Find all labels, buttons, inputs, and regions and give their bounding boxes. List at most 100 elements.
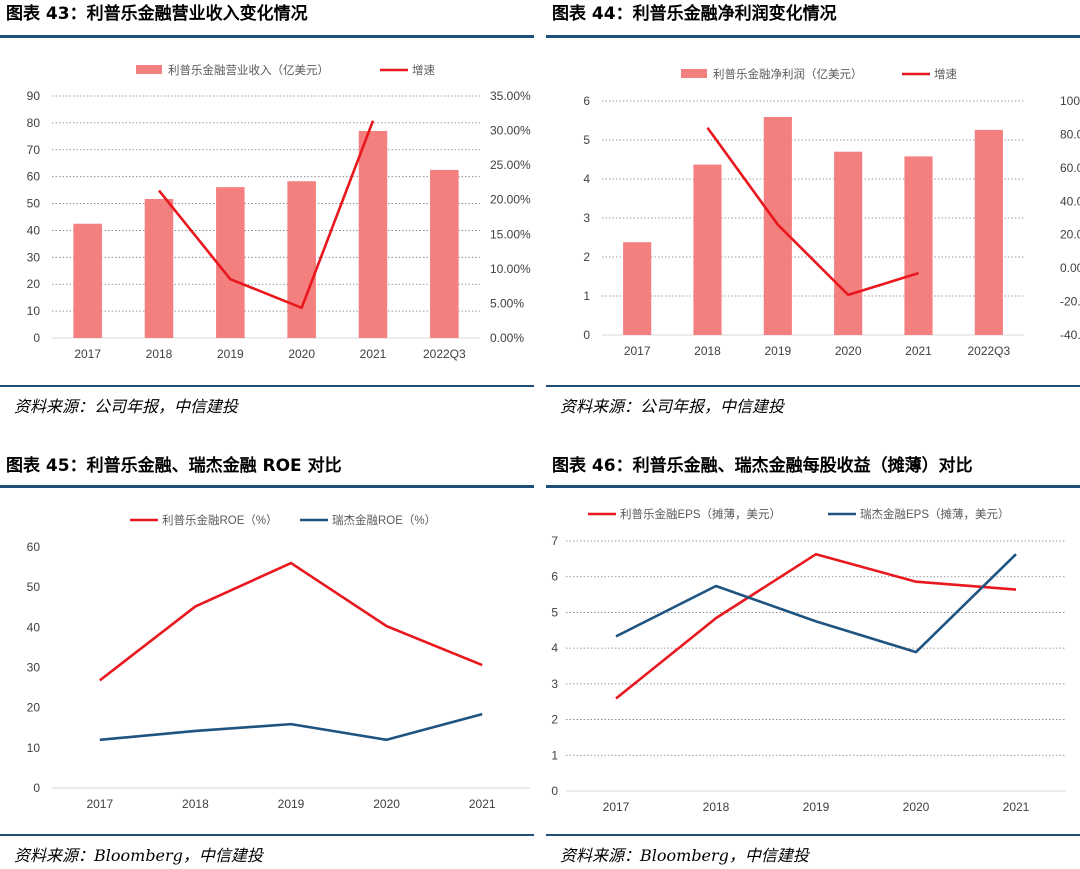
y-tick-label: 10: [27, 741, 41, 755]
legend-label: 利普乐金融ROE（%）: [162, 513, 278, 527]
source-note: 资料来源：Bloomberg，中信建投: [14, 846, 263, 865]
y2-tick-label: 100.00%: [1060, 94, 1080, 108]
legend-label: 利普乐金融净利润（亿美元）: [713, 67, 863, 81]
y-tick-label: 6: [583, 94, 590, 108]
source-note: 资料来源：公司年报，中信建投: [560, 397, 785, 416]
figure-title: 图表 46：利普乐金融、瑞杰金融每股收益（摊薄）对比: [552, 456, 973, 476]
y-tick-label: 40: [27, 223, 41, 237]
bar: [358, 130, 388, 338]
source-rule: [546, 834, 1080, 836]
series-line: [706, 126, 919, 297]
legend-label: 瑞杰金融EPS（摊薄，美元）: [860, 507, 1010, 521]
chart-46: 0 1 2 3 4 5 6 7 2017 2018 2019 2020 2021 利普乐金融EPS（摊薄，…: [551, 507, 1066, 814]
bar: [623, 242, 652, 335]
y2-tick-label: 15.00%: [490, 227, 531, 241]
chart-44: 0 1 2 3 4 5 6 -40.00% -20.00% 0.00% 20.00% 40.00% 60…: [583, 67, 1080, 358]
bar: [834, 151, 863, 335]
source-note: 资料来源：Bloomberg，中信建投: [560, 846, 809, 865]
y-tick-label: 3: [551, 677, 558, 691]
x-tick-label: 2022Q3: [967, 344, 1010, 358]
y-tick-label: 1: [583, 289, 590, 303]
y2-tick-label: -40.00%: [1060, 328, 1080, 342]
y-tick-label: 30: [27, 661, 41, 675]
y2-tick-label: -20.00%: [1060, 295, 1080, 309]
x-tick-label: 2019: [803, 800, 830, 814]
series-line: [615, 552, 1017, 700]
bar: [73, 223, 102, 338]
chart-45: 0 10 20 30 40 50 60 2017 2018 2019 2020 2021 利普乐金融RO…: [27, 513, 530, 811]
series-line: [615, 553, 1017, 654]
y-tick-label: 10: [27, 304, 41, 318]
figure-title: 图表 45：利普乐金融、瑞杰金融 ROE 对比: [6, 456, 342, 476]
y-tick-label: 0: [583, 328, 590, 342]
y-tick-label: 0: [551, 784, 558, 798]
source-note: 资料来源：公司年报，中信建投: [14, 397, 239, 416]
y2-tick-label: 5.00%: [490, 296, 524, 310]
y-tick-label: 5: [583, 133, 590, 147]
y-tick-label: 40: [27, 620, 41, 634]
y-tick-label: 0: [33, 781, 40, 795]
y-tick-label: 0: [33, 331, 40, 345]
x-tick-label: 2022Q3: [423, 347, 466, 361]
y-tick-label: 50: [27, 197, 41, 211]
bar: [974, 129, 1003, 335]
x-tick-label: 2017: [86, 797, 113, 811]
bar: [904, 156, 933, 335]
y2-tick-label: 60.00%: [1060, 161, 1080, 175]
y-tick-label: 6: [551, 570, 558, 584]
legend-label: 增速: [412, 63, 435, 77]
y-tick-label: 30: [27, 250, 41, 264]
bar: [693, 164, 722, 335]
y-tick-label: 90: [27, 89, 41, 103]
y-tick-label: 2: [551, 713, 558, 727]
title-rule: [546, 485, 1080, 488]
legend-swatch: [136, 65, 162, 74]
y-tick-label: 80: [27, 116, 41, 130]
bar: [144, 198, 174, 338]
series-line: [99, 712, 483, 742]
legend-swatch: [681, 69, 707, 78]
y-tick-label: 5: [551, 605, 558, 619]
y2-tick-label: 30.00%: [490, 124, 531, 138]
x-tick-label: 2020: [373, 797, 400, 811]
legend-label: 增速: [934, 67, 957, 81]
y2-tick-label: 20.00%: [490, 193, 531, 207]
y2-tick-label: 80.00%: [1060, 127, 1080, 141]
x-tick-label: 2018: [146, 347, 173, 361]
figure-panel-45: 图表 45：利普乐金融、瑞杰金融 ROE 对比 0 10 20 30 40 50 60 201…: [0, 452, 534, 869]
y-tick-label: 50: [27, 580, 41, 594]
x-tick-label: 2019: [217, 347, 244, 361]
y-tick-label: 20: [27, 277, 41, 291]
bar: [216, 187, 245, 338]
x-tick-label: 2017: [74, 347, 101, 361]
y-tick-label: 3: [583, 211, 590, 225]
y-tick-label: 2: [583, 250, 590, 264]
legend-label: 利普乐金融EPS（摊薄，美元）: [620, 507, 781, 521]
x-tick-label: 2020: [835, 344, 862, 358]
chart-43: 0 10 20 30 40 50 60 70 80 90 0.00% 5.00% 10.00% 15.00…: [27, 63, 531, 361]
figure-title: 图表 44：利普乐金融净利润变化情况: [552, 4, 837, 24]
y2-tick-label: 20.00%: [1060, 228, 1080, 242]
x-tick-label: 2020: [903, 800, 930, 814]
x-tick-label: 2020: [288, 347, 315, 361]
y2-tick-label: 35.00%: [490, 89, 531, 103]
x-tick-label: 2017: [624, 344, 651, 358]
bar: [430, 169, 459, 338]
figure-panel-43: 图表 43：利普乐金融营业收入变化情况 0 10 20 30 40 50 60 70 80 90 0…: [0, 0, 534, 430]
y2-tick-label: 25.00%: [490, 158, 531, 172]
title-rule: [0, 485, 534, 488]
source-rule: [0, 834, 534, 836]
y2-tick-label: 0.00%: [1060, 261, 1080, 275]
figure-panel-46: 图表 46：利普乐金融、瑞杰金融每股收益（摊薄）对比 0 1 2 3 4 5 6 7 2017 2…: [546, 452, 1080, 869]
y-tick-label: 7: [551, 534, 558, 548]
y-tick-label: 4: [583, 172, 590, 186]
x-tick-label: 2018: [694, 344, 721, 358]
x-tick-label: 2021: [1003, 800, 1030, 814]
x-tick-label: 2017: [603, 800, 630, 814]
bar: [287, 181, 316, 338]
y-tick-label: 60: [27, 540, 41, 554]
source-rule: [546, 385, 1080, 387]
legend-label: 瑞杰金融ROE（%）: [332, 513, 436, 527]
x-tick-label: 2018: [703, 800, 730, 814]
title-rule: [546, 35, 1080, 38]
